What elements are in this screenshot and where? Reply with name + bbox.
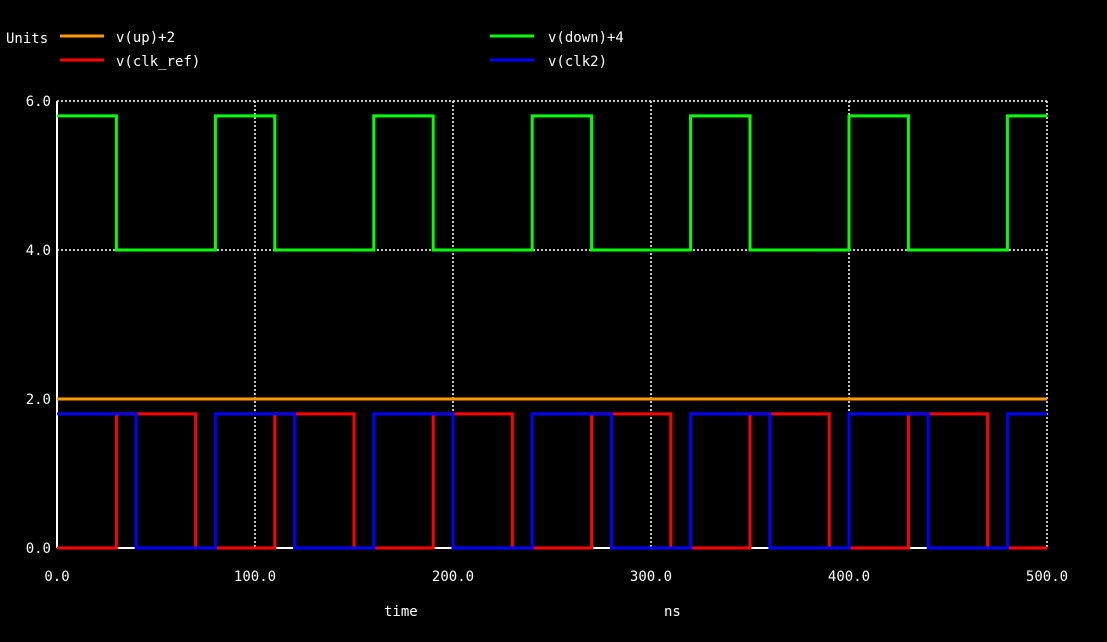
legend-label-clk2: v(clk2) bbox=[548, 54, 607, 70]
series-group bbox=[57, 114, 1047, 550]
y-tick-label: 0.0 bbox=[26, 541, 51, 557]
tick-labels: 0.0 100.0 200.0 300.0 400.0 500.0 0.0 2.0 4.0 6.0 bbox=[26, 94, 1068, 585]
series-line-v(clk2) bbox=[57, 412, 1047, 550]
legend-label-clk-ref: v(clk_ref) bbox=[116, 54, 200, 70]
x-tick-label: 100.0 bbox=[234, 569, 276, 585]
x-axis-unit: ns bbox=[664, 604, 681, 620]
x-axis-label: time bbox=[384, 604, 418, 620]
x-tick-label: 0.0 bbox=[44, 569, 69, 585]
x-tick-label: 200.0 bbox=[432, 569, 474, 585]
y-tick-label: 2.0 bbox=[26, 392, 51, 408]
x-tick-label: 400.0 bbox=[828, 569, 870, 585]
y-tick-label: 6.0 bbox=[26, 94, 51, 110]
legend: v(up)+2 v(clk_ref) v(down)+4 v(clk2) bbox=[60, 30, 624, 70]
legend-label-up: v(up)+2 bbox=[116, 30, 175, 46]
y-axis-label: Units bbox=[6, 31, 48, 47]
x-tick-label: 300.0 bbox=[630, 569, 672, 585]
series-line-v(down)+4 bbox=[57, 114, 1047, 252]
y-tick-label: 4.0 bbox=[26, 243, 51, 259]
legend-label-down: v(down)+4 bbox=[548, 30, 624, 46]
x-tick-label: 500.0 bbox=[1026, 569, 1068, 585]
